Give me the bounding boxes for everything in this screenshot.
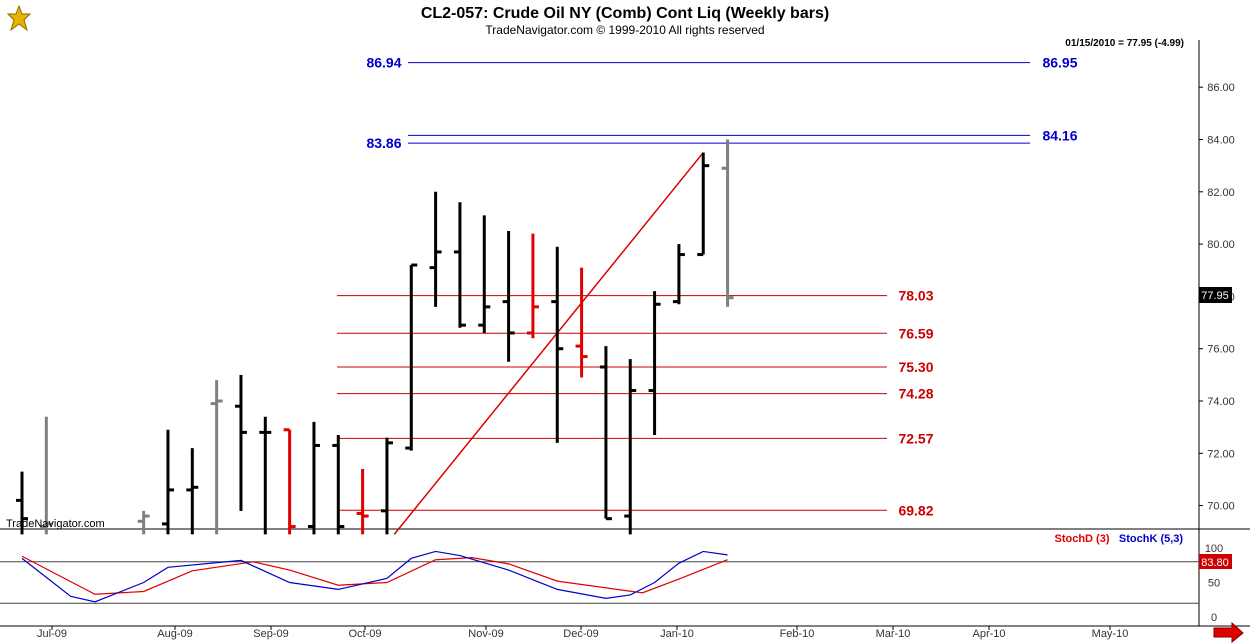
ohlc-bar-15	[453, 202, 466, 328]
stoch-series-1	[21, 550, 728, 603]
time-tick-label-3: Oct-09	[348, 628, 381, 640]
ohlc-bar-9	[307, 421, 320, 535]
ohlc-bar-25	[697, 152, 710, 257]
fib-right-label-6: 74.28	[898, 386, 933, 402]
price-tick-label-5: 80.00	[1207, 239, 1235, 251]
last-stoch-label: 83.80	[1201, 557, 1229, 569]
stochastic-panel: 0 50 100 StochD (3) StochK (5,3)	[0, 533, 1223, 624]
ohlc-bar-22	[624, 359, 637, 535]
ohlc-bar-3	[161, 429, 174, 535]
stoch-legend-0: StochD (3)	[1055, 533, 1110, 545]
price-tick-label-3: 76.00	[1207, 344, 1235, 356]
time-tick-label-4: Nov-09	[468, 628, 503, 640]
fib-right-label-4: 76.59	[898, 325, 933, 341]
time-tick-label-1: Aug-09	[157, 628, 192, 640]
price-tick-label-6: 82.00	[1207, 187, 1235, 199]
price-tick-label-7: 84.00	[1207, 135, 1235, 147]
time-tick-label-2: Sep-09	[253, 628, 288, 640]
time-tick-label-6: Jan-10	[660, 628, 694, 640]
scroll-right-button[interactable]	[1213, 621, 1244, 643]
last-price-label: 77.95	[1201, 290, 1229, 302]
ohlc-bar-19	[551, 246, 564, 443]
ohlc-bar-5	[210, 380, 223, 535]
ohlc-bar-14	[429, 191, 442, 307]
ohlc-bar-0	[16, 471, 28, 535]
stoch-tick-label-0: 0	[1211, 612, 1217, 624]
ohlc-bar-18	[526, 233, 539, 339]
ohlc-bar-1	[40, 416, 53, 535]
stoch-tick-label-2: 100	[1205, 543, 1223, 555]
chart-subtitle: TradeNavigator.com © 1999-2010 All right…	[485, 23, 764, 37]
price-tick-label-0: 70.00	[1207, 501, 1235, 513]
ohlc-bar-16	[478, 215, 491, 334]
stoch-tick-label-1: 50	[1208, 578, 1220, 590]
stoch-legend-1: StochK (5,3)	[1119, 533, 1184, 545]
fib-right-label-3: 78.03	[898, 288, 933, 304]
app-logo-icon	[6, 4, 32, 34]
ohlc-bar-4	[186, 448, 199, 535]
ohlc-bar-20	[575, 267, 588, 378]
ohlc-bar-23	[648, 291, 661, 435]
stoch-series-0	[21, 555, 728, 595]
fib-left-label-0: 86.94	[366, 55, 401, 71]
time-tick-label-9: Apr-10	[972, 628, 1005, 640]
chart-title: CL2-057: Crude Oil NY (Comb) Cont Liq (W…	[421, 5, 829, 22]
time-tick-label-7: Feb-10	[780, 628, 815, 640]
time-axis: Jul-09 Aug-09 Sep-09 Oct-09 Nov-09 Dec-09 Jan-…	[37, 626, 1128, 640]
watermark: TradeNavigator.com	[6, 518, 105, 530]
last-quote-label: 01/15/2010 = 77.95 (-4.99)	[1065, 38, 1184, 49]
ohlc-bar-2	[137, 510, 150, 535]
fib-right-label-8: 69.82	[898, 502, 933, 518]
price-bars	[16, 139, 734, 535]
fib-right-label-5: 75.30	[898, 359, 933, 375]
price-tick-label-2: 74.00	[1207, 396, 1235, 408]
price-tick-label-8: 86.00	[1207, 82, 1235, 94]
fib-right-label-1: 84.16	[1042, 127, 1077, 143]
ohlc-bar-6	[234, 374, 247, 511]
last-price-marker	[1199, 287, 1232, 303]
ohlc-bar-24	[672, 244, 685, 305]
time-tick-label-10: May-10	[1092, 628, 1129, 640]
price-axis: 70.0072.0074.0076.0078.0080.0082.0084.00…	[1199, 82, 1235, 513]
ohlc-bar-17	[502, 231, 515, 362]
ohlc-bar-21	[599, 346, 612, 521]
last-stoch-marker	[1199, 554, 1232, 569]
ohlc-bar-7	[259, 416, 272, 535]
time-tick-label-0: Jul-09	[37, 628, 67, 640]
fib-right-label-7: 72.57	[898, 430, 933, 446]
time-tick-label-8: Mar-10	[876, 628, 911, 640]
ohlc-bar-11	[356, 468, 369, 535]
ohlc-bar-12	[380, 437, 393, 535]
ohlc-bar-8	[283, 428, 296, 535]
trend-line	[393, 152, 704, 535]
ohlc-bar-10	[332, 434, 345, 535]
arrow-right-icon	[1213, 621, 1244, 643]
fib-right-label-0: 86.95	[1042, 55, 1077, 71]
fib-left-label-2: 83.86	[366, 135, 401, 151]
time-tick-label-5: Dec-09	[563, 628, 598, 640]
ohlc-bar-13	[405, 263, 418, 451]
fib-levels: 86.94 86.95 84.16 83.86 78.03 76.59 75.30 74.28…	[337, 55, 1078, 518]
price-tick-label-1: 72.00	[1207, 448, 1235, 460]
trend-lines	[393, 152, 704, 535]
ohlc-bar-26	[721, 139, 734, 307]
